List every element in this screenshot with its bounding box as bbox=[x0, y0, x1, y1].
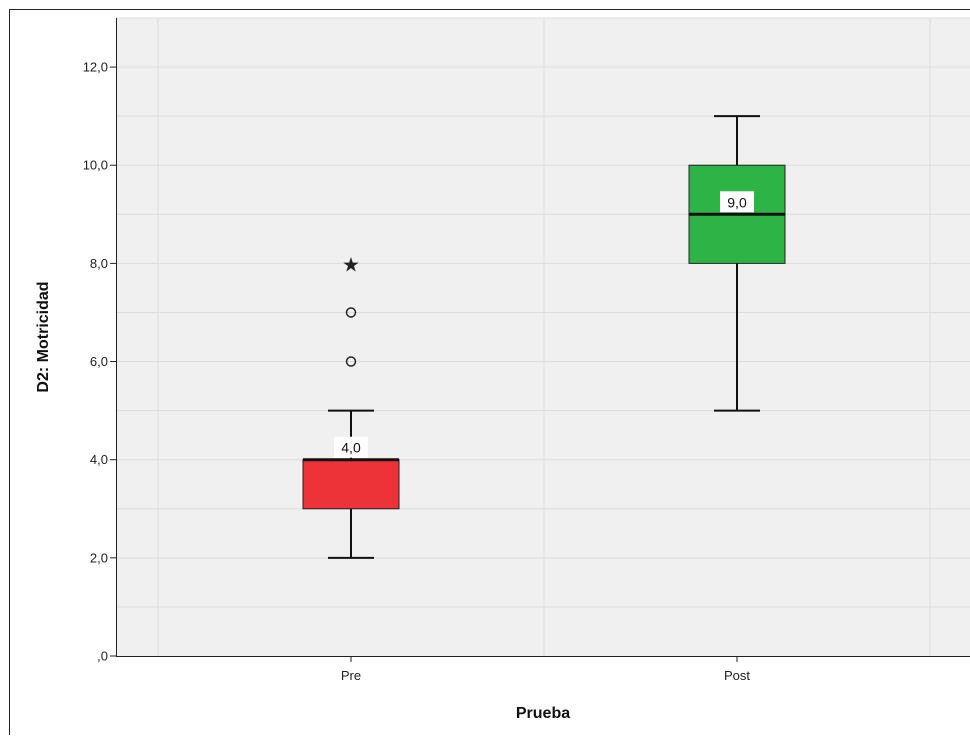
y-tick-label: 12,0 bbox=[83, 60, 108, 75]
y-tick-label: ,0 bbox=[97, 649, 108, 664]
x-tick-label: Post bbox=[724, 668, 750, 683]
outlier-star: ★ bbox=[342, 254, 360, 276]
y-tick-label: 6,0 bbox=[90, 354, 108, 369]
median-label: 9,0 bbox=[727, 194, 747, 210]
x-tick-label: Pre bbox=[341, 668, 361, 683]
y-axis-title: D2: Motricidad bbox=[35, 281, 52, 392]
y-tick-label: 10,0 bbox=[83, 158, 108, 173]
plot-area bbox=[116, 18, 970, 656]
median-label: 4,0 bbox=[341, 440, 361, 456]
box-iqr bbox=[303, 460, 399, 509]
y-tick-label: 8,0 bbox=[90, 256, 108, 271]
y-tick-label: 4,0 bbox=[90, 452, 108, 467]
y-tick-label: 2,0 bbox=[90, 550, 108, 565]
x-axis-title: Prueba bbox=[516, 705, 570, 722]
